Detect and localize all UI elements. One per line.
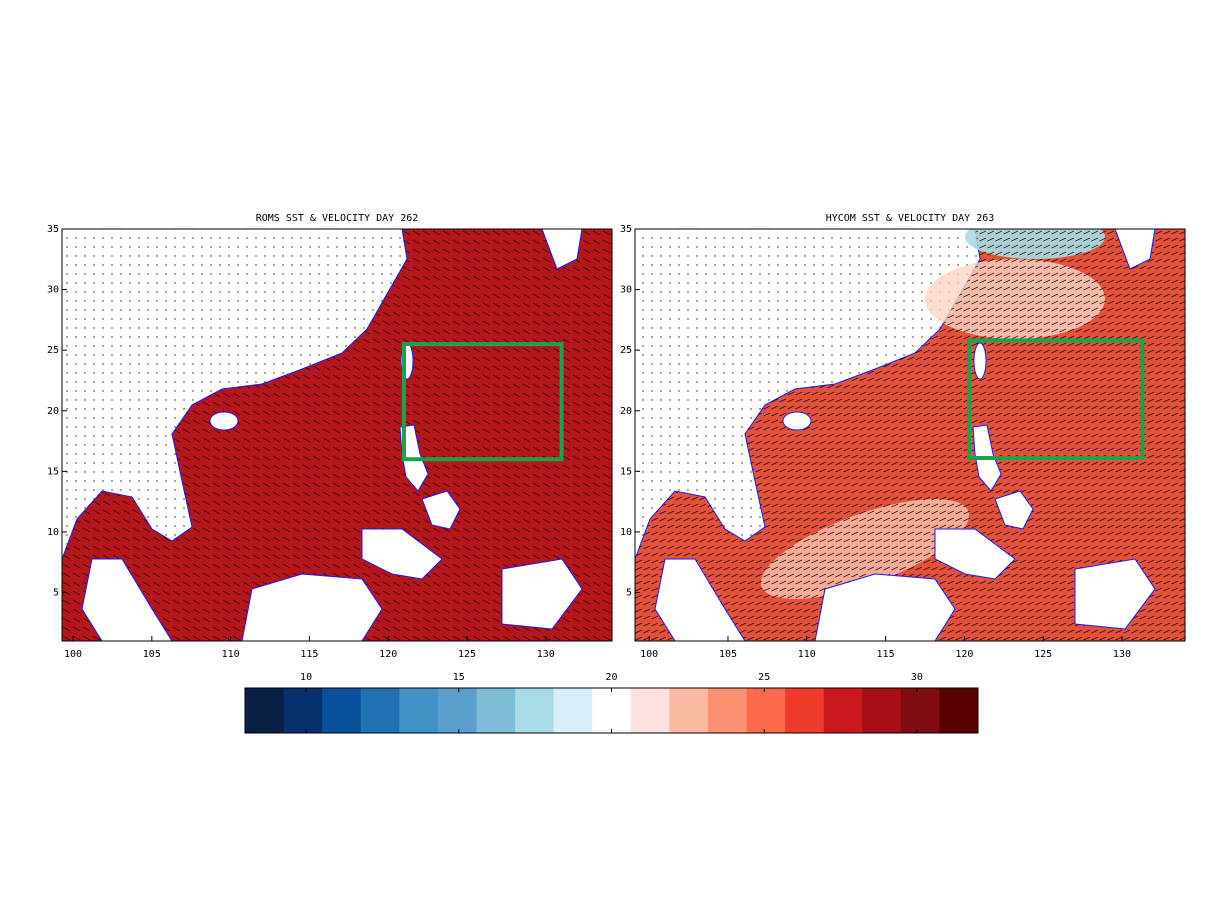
y-tick-label: 10 [47,527,59,538]
colorbar-segment [862,688,902,733]
x-tick-label: 120 [379,649,397,660]
colorbar: 10 15 20 25 30 [244,672,979,734]
y-tick-label: 5 [53,588,59,599]
y-tick-label: 35 [47,224,59,235]
colorbar-segment [515,688,555,733]
y-tick-label: 5 [626,588,632,599]
axes-frame [61,228,613,642]
map-area [62,229,612,641]
y-tick-label: 10 [620,527,632,538]
x-tick-label: 130 [537,649,555,660]
colorbar-segment [669,688,709,733]
map-area [635,229,1185,641]
colorbar-segment [939,688,979,733]
x-tick-label: 110 [222,649,240,660]
x-tick-label: 105 [143,649,161,660]
x-tick-label: 125 [1034,649,1052,660]
colorbar-segment [746,688,786,733]
x-tick-label: 115 [877,649,895,660]
colorbar-segment [823,688,863,733]
region-box [401,342,564,462]
colorbar-segment [476,688,516,733]
colorbar-segment [707,688,748,733]
colorbar-segment [437,688,477,733]
y-tick-label: 20 [620,406,632,417]
colorbar-segment [553,688,593,733]
colorbar-segment [592,688,632,733]
y-tick-label: 30 [620,285,632,296]
colorbar-segment [322,688,362,733]
x-tick-label: 115 [300,649,318,660]
x-tick-label: 100 [640,649,658,660]
x-tick-label: 130 [1113,649,1131,660]
y-tick-label: 30 [47,285,59,296]
colorbar-segment [360,688,400,733]
y-tick-label: 35 [620,224,632,235]
colorbar-segment [245,688,285,733]
y-tick-label: 20 [47,406,59,417]
axes-frame [634,228,1186,642]
y-tick-label: 15 [620,466,632,477]
colorbar-segment [900,688,940,733]
colorbar-tick-label: 20 [605,672,617,683]
colorbar-tick-label: 25 [758,672,770,683]
colorbar-tick-label: 30 [911,672,923,683]
colorbar-tick-label: 10 [300,672,312,683]
panel-title: HYCOM SST & VELOCITY DAY 263 [826,213,995,224]
panel-title: ROMS SST & VELOCITY DAY 262 [256,213,419,224]
y-tick-label: 15 [47,466,59,477]
colorbar-segment [630,688,670,733]
y-tick-label: 25 [620,345,632,356]
colorbar-segment [283,688,323,733]
region-box [967,338,1145,461]
colorbar-segment [399,688,439,733]
x-tick-label: 100 [64,649,82,660]
x-tick-label: 105 [719,649,737,660]
colorbar-segment [785,688,825,733]
x-tick-label: 110 [798,649,816,660]
x-tick-label: 125 [458,649,476,660]
x-tick-label: 120 [955,649,973,660]
colorbar-tick-label: 15 [453,672,465,683]
y-tick-label: 25 [47,345,59,356]
